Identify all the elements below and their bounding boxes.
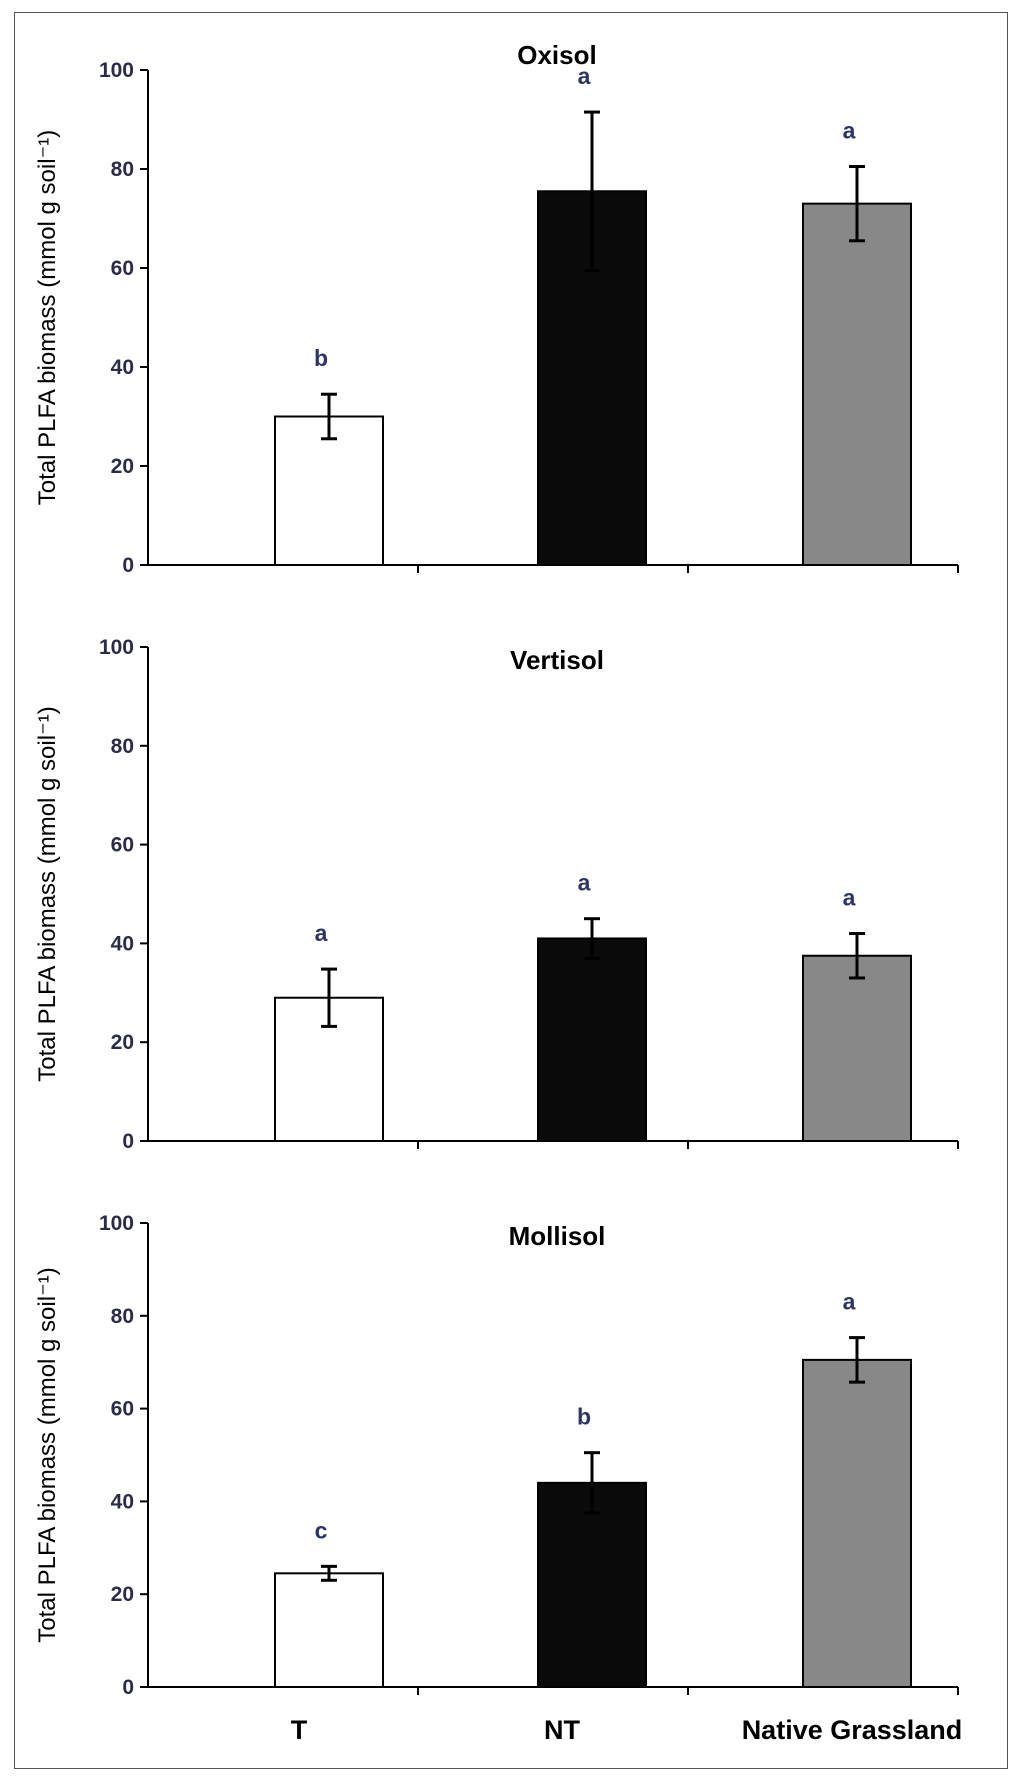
y-tick-label: 60 bbox=[111, 257, 134, 280]
y-axis-label: Total PLFA biomass (mmol g soil⁻¹) bbox=[34, 706, 61, 1081]
bar-nt bbox=[537, 937, 647, 1143]
significance-letter: b bbox=[314, 345, 328, 371]
y-tick-label: 100 bbox=[99, 1212, 134, 1235]
y-axis-label: Total PLFA biomass (mmol g soil⁻¹) bbox=[34, 130, 61, 505]
x-category-label: NT bbox=[544, 1715, 580, 1745]
y-tick-label: 20 bbox=[111, 1583, 134, 1606]
significance-letter: a bbox=[578, 870, 591, 896]
chart-panel-vertisol: 0 20 40 60 80 100 Vertisol Total PLFA biomass (… bbox=[34, 636, 959, 1153]
y-tick-label: 80 bbox=[111, 1305, 134, 1328]
y-tick-label: 40 bbox=[111, 356, 134, 379]
y-tick-label: 20 bbox=[111, 455, 134, 478]
significance-letter: b bbox=[577, 1404, 591, 1430]
bar-nt bbox=[537, 1481, 647, 1688]
bar-t bbox=[274, 1572, 384, 1688]
y-tick-label: 0 bbox=[122, 1130, 134, 1153]
significance-letter: a bbox=[843, 118, 856, 144]
bar-native-grassland bbox=[802, 202, 912, 566]
chart-title: Mollisol bbox=[509, 1221, 606, 1251]
chart-title: Oxisol bbox=[517, 40, 596, 70]
y-tick-label: 0 bbox=[122, 1676, 134, 1699]
y-tick-label: 80 bbox=[111, 735, 134, 758]
y-tick-label: 100 bbox=[99, 636, 134, 659]
chart-panel-mollisol: 0 20 40 60 80 100 Mollisol Total PLFA biomass (… bbox=[34, 1212, 962, 1745]
y-tick-label: 20 bbox=[111, 1031, 134, 1054]
significance-letter: a bbox=[843, 885, 856, 911]
chart-panel-oxisol: 0 20 40 60 80 100 Oxisol Total PLFA biomass (mm… bbox=[34, 40, 959, 577]
bar-t bbox=[274, 415, 384, 566]
significance-letter: a bbox=[578, 63, 591, 89]
significance-letter: c bbox=[315, 1517, 328, 1543]
y-tick-label: 0 bbox=[122, 554, 134, 577]
bar-native-grassland bbox=[802, 954, 912, 1142]
y-tick-label: 40 bbox=[111, 932, 134, 955]
y-tick-label: 40 bbox=[111, 1490, 134, 1513]
y-axis-label: Total PLFA biomass (mmol g soil⁻¹) bbox=[34, 1267, 61, 1642]
bar-native-grassland bbox=[802, 1358, 912, 1688]
chart-title: Vertisol bbox=[510, 645, 604, 675]
y-tick-label: 60 bbox=[111, 834, 134, 857]
significance-letter: a bbox=[843, 1289, 856, 1315]
x-category-label: Native Grassland bbox=[742, 1715, 963, 1745]
y-tick-label: 100 bbox=[99, 59, 134, 82]
y-tick-label: 60 bbox=[111, 1398, 134, 1421]
significance-letter: a bbox=[315, 920, 328, 946]
x-category-label: T bbox=[291, 1715, 308, 1745]
y-tick-label: 80 bbox=[111, 158, 134, 181]
